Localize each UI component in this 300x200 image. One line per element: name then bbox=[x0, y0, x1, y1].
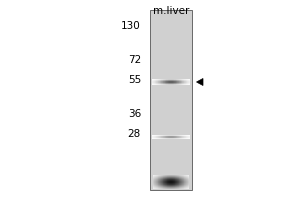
Bar bbox=[150, 10, 192, 190]
Text: 130: 130 bbox=[121, 21, 141, 31]
Text: 55: 55 bbox=[128, 75, 141, 85]
Text: 28: 28 bbox=[128, 129, 141, 139]
Polygon shape bbox=[196, 78, 203, 86]
Text: m.liver: m.liver bbox=[153, 6, 189, 16]
Text: 36: 36 bbox=[128, 109, 141, 119]
Text: 72: 72 bbox=[128, 55, 141, 65]
